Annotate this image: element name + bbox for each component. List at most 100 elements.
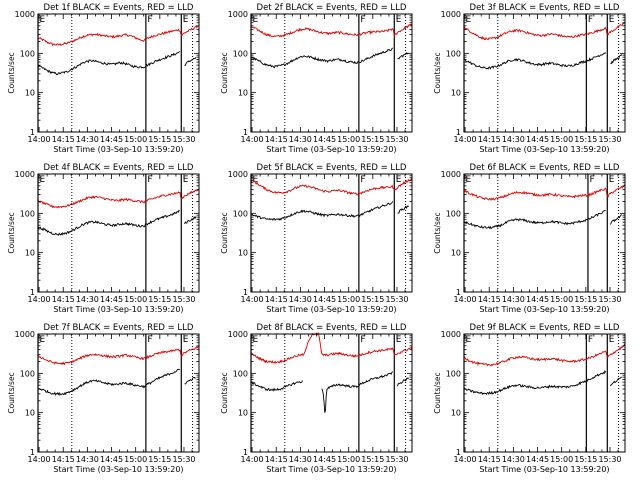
- x-tick-label: 14:00: [241, 135, 264, 144]
- x-tick-label: 14:45: [526, 295, 549, 304]
- panel-title: Det 6f BLACK = Events, RED = LLD: [470, 163, 620, 173]
- y-tick-label: 1000: [15, 330, 35, 339]
- y-tick-label: 1: [243, 128, 248, 137]
- x-tick-label: 14:00: [28, 295, 51, 304]
- x-tick-label: 15:30: [385, 295, 408, 304]
- y-tick-label: 100: [446, 209, 461, 218]
- x-tick-label: 15:30: [172, 455, 195, 464]
- y-axis-label: Counts/sec: [433, 52, 442, 93]
- x-tick-label: 15:00: [124, 135, 147, 144]
- x-tick-label: 14:15: [265, 135, 288, 144]
- y-tick-label: 1: [30, 448, 35, 457]
- detector-panel-9: Det 9f BLACK = Events, RED = LLD Counts/s…: [433, 323, 626, 474]
- flag-label: F: [360, 15, 365, 25]
- x-axis-label: Start Time (03-Sep-10 13:59:20): [53, 305, 183, 314]
- y-tick-label: 1000: [441, 170, 461, 179]
- x-tick-label: 14:15: [478, 455, 501, 464]
- x-tick-label: 14:45: [100, 455, 123, 464]
- x-tick-label: 15:00: [550, 295, 573, 304]
- x-tick-label: 14:30: [76, 295, 99, 304]
- plot-frame: [250, 333, 413, 453]
- panel-title: Det 3f BLACK = Events, RED = LLD: [470, 3, 620, 13]
- plot-frame: [37, 333, 200, 453]
- flag-label: E: [396, 335, 402, 345]
- panel-title: Det 4f BLACK = Events, RED = LLD: [44, 163, 194, 173]
- y-axis-label: Counts/sec: [7, 52, 16, 93]
- lld-series-line: [250, 178, 413, 196]
- flag-label: E: [609, 175, 615, 185]
- y-axis-label: Counts/sec: [433, 372, 442, 413]
- x-tick-label: 15:00: [124, 295, 147, 304]
- flag-label: E: [396, 175, 402, 185]
- x-tick-label: 14:30: [502, 135, 525, 144]
- panel-title: Det 2f BLACK = Events, RED = LLD: [257, 3, 407, 13]
- plot-frame: [250, 13, 413, 133]
- flag-label: E: [183, 175, 189, 185]
- x-tick-label: 14:00: [454, 135, 477, 144]
- y-tick-label: 1: [30, 128, 35, 137]
- x-tick-label: 15:30: [172, 295, 195, 304]
- x-axis-label: Start Time (03-Sep-10 13:59:20): [479, 305, 609, 314]
- x-tick-label: 15:00: [550, 455, 573, 464]
- events-series-line: [37, 51, 180, 76]
- y-axis-label: Counts/sec: [433, 212, 442, 253]
- flag-label: F: [147, 175, 152, 185]
- events-series-line: [463, 52, 607, 70]
- flag-label: E: [466, 335, 472, 345]
- flag-label: E: [609, 15, 615, 25]
- events-series-line: [250, 201, 394, 222]
- x-tick-label: 15:00: [337, 295, 360, 304]
- x-tick-label: 14:30: [289, 455, 312, 464]
- flag-label: E: [253, 15, 259, 25]
- lld-series-line: [463, 21, 626, 41]
- y-tick-label: 1000: [228, 10, 248, 19]
- x-tick-label: 14:00: [454, 295, 477, 304]
- y-axis-label: Counts/sec: [220, 52, 229, 93]
- y-tick-label: 10: [25, 409, 35, 418]
- x-tick-label: 14:45: [526, 135, 549, 144]
- events-series-line: [610, 54, 623, 65]
- flag-label: E: [253, 175, 259, 185]
- y-tick-label: 1: [456, 448, 461, 457]
- x-tick-label: 14:00: [28, 135, 51, 144]
- x-tick-label: 14:00: [241, 295, 264, 304]
- y-tick-label: 10: [451, 409, 461, 418]
- events-series-line: [397, 205, 410, 214]
- detector-panel-7: Det 7f BLACK = Events, RED = LLD Counts/s…: [7, 323, 200, 474]
- y-tick-label: 1000: [228, 170, 248, 179]
- x-tick-label: 14:15: [265, 295, 288, 304]
- flag-label: E: [40, 335, 46, 345]
- x-tick-label: 15:30: [598, 135, 621, 144]
- y-axis-label: Counts/sec: [7, 212, 16, 253]
- y-tick-label: 1: [243, 448, 248, 457]
- x-tick-label: 15:30: [385, 135, 408, 144]
- detector-panel-8: Det 8f BLACK = Events, RED = LLD Counts/s…: [220, 323, 413, 474]
- plot-frame: [37, 173, 200, 293]
- x-tick-label: 15:30: [172, 135, 195, 144]
- y-axis-label: Counts/sec: [220, 212, 229, 253]
- plot-frame: [463, 173, 626, 293]
- y-tick-label: 1000: [15, 170, 35, 179]
- flag-label: F: [147, 15, 152, 25]
- flag-label: E: [466, 175, 472, 185]
- x-axis-label: Start Time (03-Sep-10 13:59:20): [479, 145, 609, 154]
- y-tick-label: 1000: [441, 330, 461, 339]
- flag-label: E: [40, 175, 46, 185]
- events-series-line: [37, 368, 180, 396]
- events-series-line: [463, 369, 607, 396]
- events-series-line: [610, 214, 623, 225]
- y-tick-label: 10: [238, 89, 248, 98]
- y-tick-label: 10: [451, 89, 461, 98]
- events-series-line: [610, 376, 623, 387]
- x-tick-label: 14:00: [241, 455, 264, 464]
- x-tick-label: 14:45: [100, 135, 123, 144]
- detector-panel-1: Det 1f BLACK = Events, RED = LLD Counts/s…: [7, 3, 200, 154]
- y-tick-label: 1000: [228, 330, 248, 339]
- x-axis-label: Start Time (03-Sep-10 13:59:20): [53, 145, 183, 154]
- events-series-line: [184, 216, 197, 225]
- y-tick-label: 10: [238, 249, 248, 258]
- events-series-line: [184, 376, 196, 385]
- y-tick-label: 100: [233, 369, 248, 378]
- y-tick-label: 100: [446, 49, 461, 58]
